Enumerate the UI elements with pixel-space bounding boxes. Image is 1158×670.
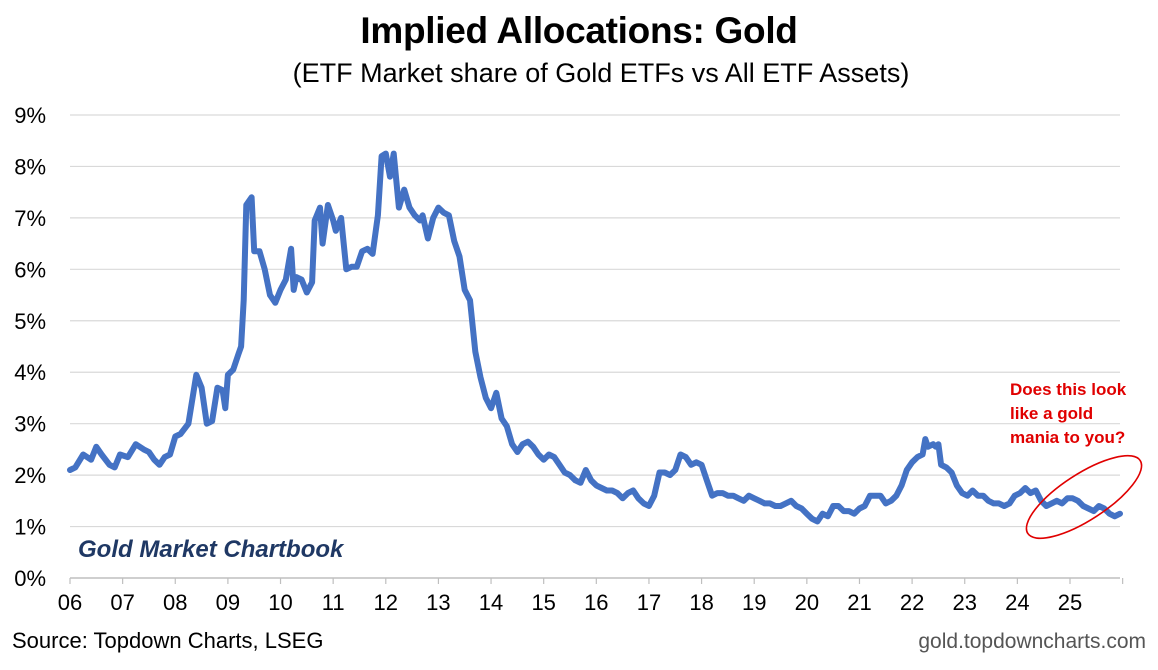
annotation-line: mania to you? — [1010, 428, 1126, 447]
y-tick-label: 7% — [14, 206, 46, 231]
annotation-ellipse — [1025, 454, 1143, 540]
x-tick-label: 13 — [426, 590, 450, 615]
site-url: gold.topdowncharts.com — [918, 630, 1146, 653]
series-lines — [67, 150, 1123, 525]
y-tick-label: 0% — [14, 566, 46, 591]
y-tick-labels: 0% 1% 2% 3% 4% 5% 6% 7% 8% 9% — [14, 103, 46, 591]
gridlines — [70, 114, 1120, 528]
y-tick-label: 5% — [14, 309, 46, 334]
x-tick-label: 24 — [1005, 590, 1029, 615]
annotation-line: Does this look — [1010, 380, 1127, 399]
y-tick-label: 9% — [14, 103, 46, 128]
annotation-text: Does this look like a gold mania to you? — [1010, 378, 1150, 450]
x-tick-label: 19 — [742, 590, 766, 615]
y-tick-label: 6% — [14, 257, 46, 282]
y-tick-label: 1% — [14, 515, 46, 540]
annotation-line: like a gold — [1010, 404, 1094, 423]
x-tick-label: 21 — [847, 590, 871, 615]
chart-title: Implied Allocations: Gold — [360, 10, 798, 51]
x-tick-label: 16 — [584, 590, 608, 615]
y-tick-label: 8% — [14, 154, 46, 179]
x-axis — [69, 577, 1124, 584]
x-tick-label: 22 — [900, 590, 924, 615]
chart-subtitle: (ETF Market share of Gold ETFs vs All ET… — [292, 58, 910, 88]
source-note: Source: Topdown Charts, LSEG — [12, 628, 324, 653]
x-tick-label: 14 — [479, 590, 503, 615]
x-tick-label: 18 — [689, 590, 713, 615]
x-tick-label: 23 — [952, 590, 976, 615]
x-tick-label: 15 — [531, 590, 555, 615]
y-tick-label: 4% — [14, 360, 46, 385]
x-tick-label: 10 — [268, 590, 292, 615]
x-tick-label: 09 — [216, 590, 240, 615]
x-tick-label: 06 — [58, 590, 82, 615]
series-line — [67, 150, 1123, 525]
x-tick-labels: 06 07 08 09 10 11 12 13 14 15 16 17 18 19 20 21 22 23 24 25 — [58, 590, 1082, 615]
y-tick-label: 3% — [14, 412, 46, 437]
x-tick-label: 25 — [1058, 590, 1082, 615]
x-tick-label: 17 — [637, 590, 661, 615]
x-tick-label: 20 — [795, 590, 819, 615]
y-tick-label: 2% — [14, 463, 46, 488]
x-tick-label: 12 — [374, 590, 398, 615]
x-tick-label: 08 — [163, 590, 187, 615]
x-tick-label: 07 — [110, 590, 134, 615]
watermark: Gold Market Chartbook — [78, 536, 344, 563]
x-tick-label: 11 — [322, 590, 345, 615]
